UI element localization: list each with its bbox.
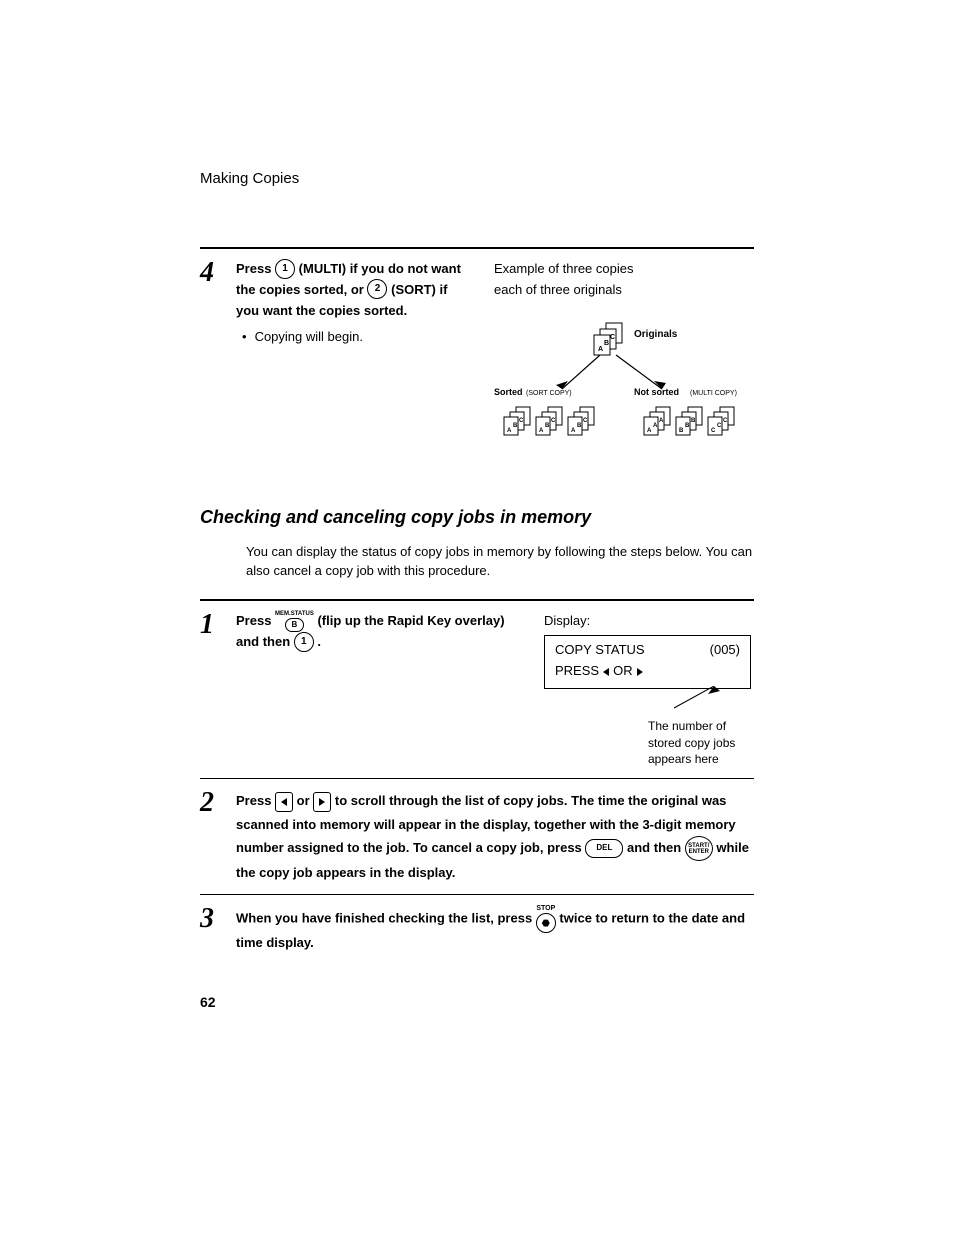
- text: stored copy jobs: [648, 736, 735, 750]
- text: Copying will begin.: [255, 327, 363, 348]
- svg-text:A: A: [598, 346, 603, 353]
- text: The number of: [648, 719, 726, 733]
- svg-text:B: B: [691, 418, 696, 424]
- svg-text:A: A: [507, 428, 512, 434]
- triangle-right-icon: [637, 668, 643, 676]
- svg-text:C: C: [519, 418, 524, 424]
- step-2: 2 Press or to scroll through the list of…: [200, 789, 754, 884]
- sort-diagram: A B C Originals Sorted (SORT COPY): [494, 317, 754, 477]
- svg-text:Sorted: Sorted: [494, 387, 523, 397]
- text: Press: [236, 613, 275, 628]
- section-heading: Checking and canceling copy jobs in memo…: [200, 507, 754, 528]
- svg-text:A: A: [571, 428, 576, 434]
- step-1: 1 Press MEM.STATUS B (flip up the Rapid …: [200, 611, 754, 769]
- svg-text:B: B: [513, 423, 518, 429]
- arrow-left-key-icon: [275, 792, 293, 812]
- text: or: [297, 793, 314, 808]
- key-1-icon: 1: [275, 259, 295, 279]
- key-1-icon: 1: [294, 632, 314, 652]
- stop-label: STOP: [536, 905, 555, 912]
- display-line2-or: OR: [613, 661, 633, 682]
- pointer-arrow-icon: [544, 686, 744, 710]
- display-line2-press: PRESS: [555, 661, 599, 682]
- text: Press: [236, 261, 275, 276]
- svg-text:A: A: [647, 428, 652, 434]
- divider: [200, 778, 754, 779]
- display-line1-right: (005): [710, 640, 740, 661]
- text: Example of three copies: [494, 261, 633, 276]
- text: .: [317, 634, 321, 649]
- arrow-right-key-icon: [313, 792, 331, 812]
- svg-text:B: B: [577, 423, 582, 429]
- text: ENTER: [689, 849, 709, 855]
- step4-instruction: Press 1 (MULTI) if you do not want the c…: [236, 259, 470, 321]
- start-enter-key-icon: START/ ENTER: [685, 836, 713, 861]
- stop-key-icon: STOP ⬣: [536, 905, 556, 933]
- svg-text:C: C: [711, 428, 716, 434]
- display-line1-left: COPY STATUS: [555, 640, 645, 661]
- originals-label: Originals: [634, 329, 678, 340]
- lcd-display: COPY STATUS (005) PRESS OR: [544, 635, 751, 689]
- svg-text:(SORT COPY): (SORT COPY): [526, 390, 572, 397]
- step-number: 1: [200, 611, 236, 769]
- svg-text:B: B: [685, 423, 690, 429]
- key-top-label: MEM.STATUS: [275, 611, 314, 617]
- mem-status-key-icon: MEM.STATUS B: [275, 611, 314, 632]
- svg-text:(MULTI COPY): (MULTI COPY): [690, 390, 737, 397]
- del-key-icon: DEL: [585, 839, 623, 857]
- svg-text:C: C: [583, 418, 588, 424]
- step4-bullet: Copying will begin.: [236, 327, 470, 348]
- text: each of three originals: [494, 282, 622, 297]
- display-note: The number of stored copy jobs appears h…: [648, 718, 754, 768]
- triangle-left-icon: [603, 668, 609, 676]
- svg-text:C: C: [551, 418, 556, 424]
- page-number: 62: [200, 994, 754, 1010]
- key-b-label: B: [285, 618, 305, 632]
- example-caption: Example of three copies each of three or…: [494, 259, 754, 301]
- step-number: 4: [200, 259, 236, 477]
- text: Press: [236, 793, 275, 808]
- svg-text:C: C: [723, 418, 728, 424]
- svg-text:C: C: [610, 334, 615, 341]
- step-4: 4 Press 1 (MULTI) if you do not want the…: [200, 259, 754, 477]
- step-number: 2: [200, 789, 236, 884]
- text: appears here: [648, 752, 719, 766]
- text: and then: [627, 840, 685, 855]
- divider: [200, 894, 754, 895]
- chapter-header: Making Copies: [200, 170, 754, 187]
- svg-text:A: A: [659, 418, 664, 424]
- step-3: 3 When you have finished checking the li…: [200, 905, 754, 954]
- key-2-icon: 2: [367, 279, 387, 299]
- text: When you have finished checking the list…: [236, 911, 536, 926]
- svg-text:B: B: [545, 423, 550, 429]
- svg-text:A: A: [653, 423, 658, 429]
- divider: [200, 247, 754, 249]
- svg-text:A: A: [539, 428, 544, 434]
- svg-text:B: B: [679, 428, 684, 434]
- step-number: 3: [200, 905, 236, 954]
- section-intro: You can display the status of copy jobs …: [246, 542, 754, 581]
- display-label: Display:: [544, 611, 754, 632]
- svg-text:B: B: [604, 340, 609, 347]
- divider: [200, 599, 754, 601]
- svg-text:Not sorted: Not sorted: [634, 387, 679, 397]
- svg-text:C: C: [717, 423, 722, 429]
